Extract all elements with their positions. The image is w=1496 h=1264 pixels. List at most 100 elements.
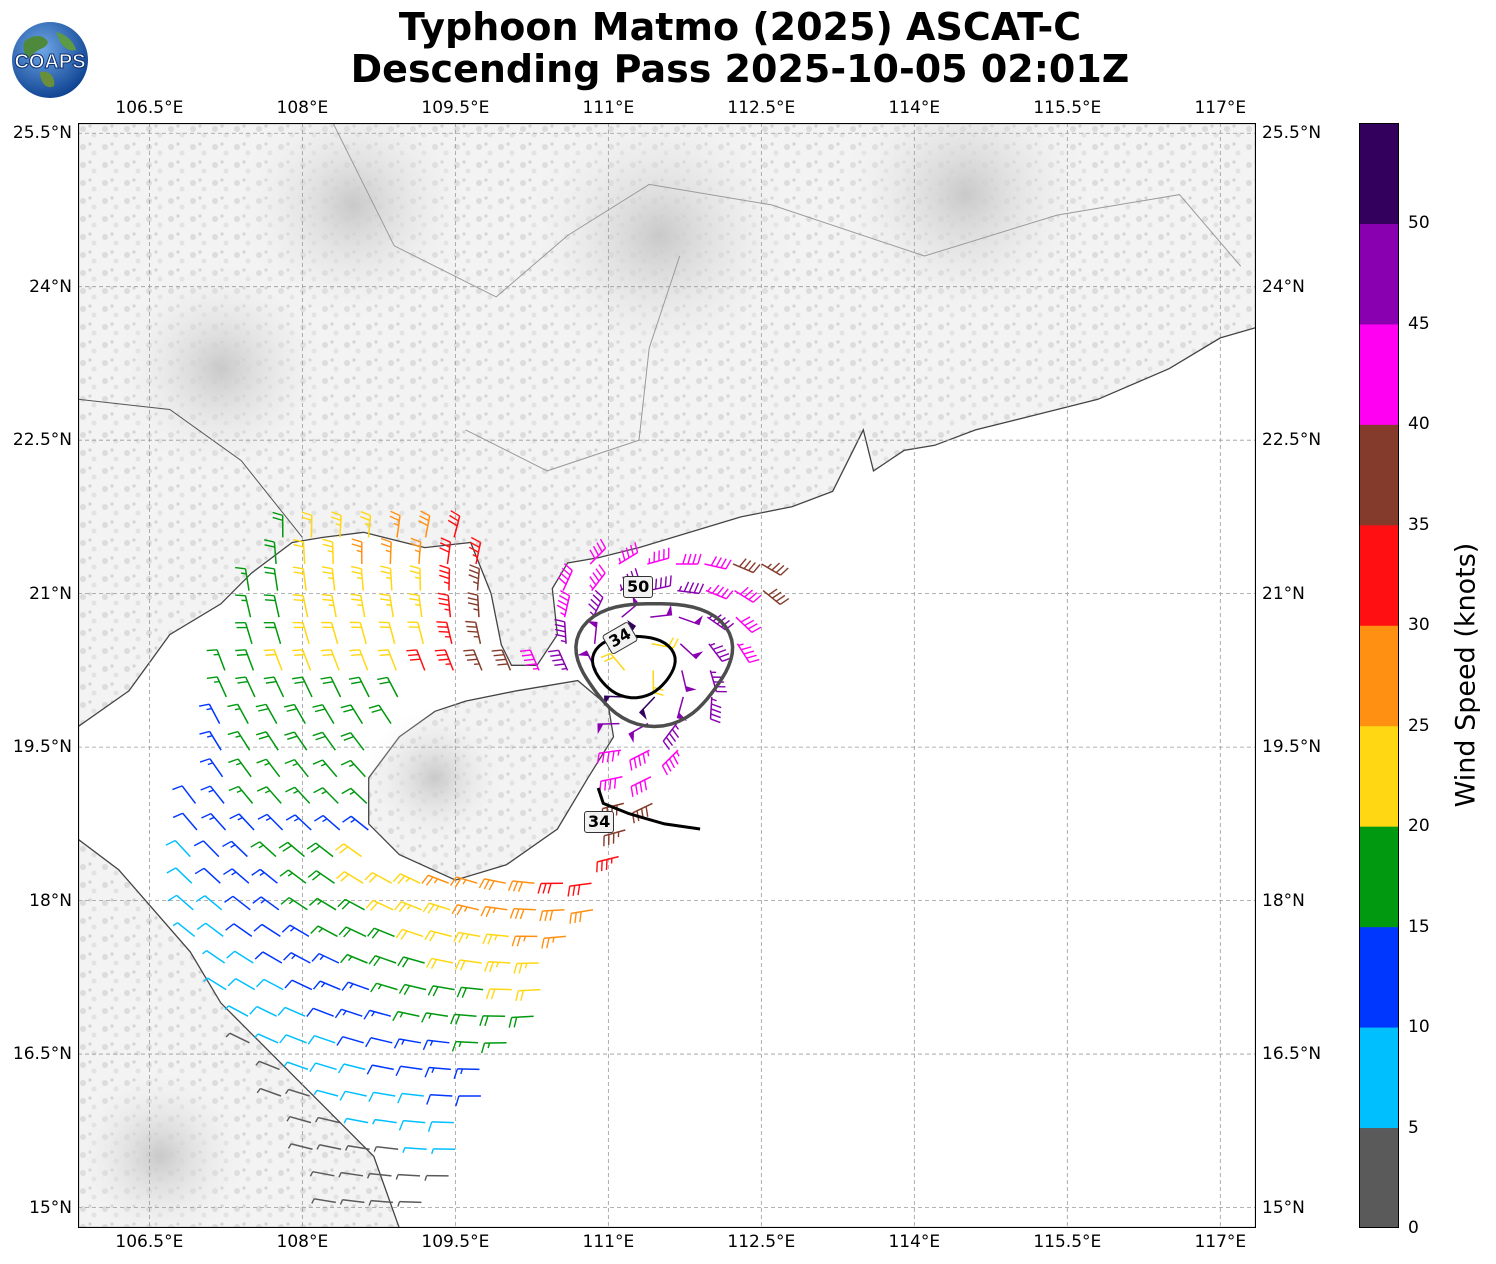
wind-barb [279,869,307,884]
barb-half-feather [414,549,421,553]
barb-staff [542,909,565,912]
barb-staff [208,731,222,751]
barb-staff [343,843,363,858]
wind-barb [165,839,191,858]
barb-staff [265,704,278,724]
barb-feather [322,653,334,657]
barb-feather [227,978,237,987]
barb-feather [519,649,531,652]
barb-feather [595,568,603,578]
wind-barb [263,594,280,618]
barb-staff [676,696,684,719]
barb-half-feather [234,707,241,711]
barb-feather [577,884,581,896]
barb-staff [511,1015,534,1019]
barb-feather [252,896,262,904]
barb-staff [348,981,370,991]
barb-feather [439,564,450,570]
wind-barb [478,878,507,891]
barb-half-feather [319,955,325,961]
barb-feather [436,653,448,657]
wind-barb [397,1200,422,1207]
barb-feather [371,929,380,939]
barb-feather [453,932,460,943]
barb-feather [630,786,634,797]
barb-half-feather [285,1089,290,1095]
barb-feather [465,620,476,623]
barb-pennant [685,685,697,692]
barb-staff [312,1007,334,1017]
barb-feather [558,594,569,602]
barb-staff [237,785,254,804]
lat-tick-left: 16.5°N [12,1044,72,1065]
barb-feather [604,780,607,791]
barb-half-feather [424,1175,428,1181]
barb-feather [455,1014,461,1025]
wind-barb [449,876,478,888]
barb-feather [370,982,378,993]
wind-barb [394,900,422,913]
wind-barb [704,556,732,570]
barb-feather [438,597,449,601]
barb-half-feather [444,608,450,611]
barb-feather [365,1037,372,1048]
lat-tick-right: 15°N [1262,1197,1305,1218]
barb-staff [216,649,226,671]
wind-barb [468,564,481,591]
barb-feather [341,787,352,795]
barb-feather [320,649,332,652]
barb-staff [341,1171,364,1177]
barb-staff [678,616,700,626]
barb-feather [429,931,436,942]
barb-staff [369,1172,392,1177]
wind-barb [761,562,789,576]
barb-feather [368,1092,375,1103]
barb-feather [572,885,576,896]
wind-barb [421,874,450,886]
wind-barb [316,1144,342,1150]
wind-barb [334,1008,363,1019]
wind-barb [284,758,309,778]
wind-barb [235,676,256,698]
barb-feather [599,538,607,549]
barb-feather [511,935,517,947]
barb-feather [225,923,235,931]
barb-feather [427,904,435,914]
barb-feather [692,553,697,565]
barb-feather [226,950,236,959]
barb-staff [397,1010,420,1017]
barb-feather [424,1067,430,1078]
barb-half-feather [314,1117,319,1123]
wind-barb [427,1121,454,1132]
barb-feather [293,598,305,602]
barb-staff [346,953,368,964]
wind-barb [368,955,397,967]
barb-feather [367,927,375,937]
wind-barb [285,814,312,831]
barb-feather [654,578,658,590]
wind-barb [599,776,623,792]
barb-staff [369,1009,392,1017]
wind-barb [228,758,252,778]
barb-feather [561,567,571,576]
wind-barb [618,542,639,565]
barb-feather [488,880,495,891]
barb-half-feather [435,905,440,911]
barb-staff [562,570,573,591]
barb-feather [410,542,421,548]
barb-feather [264,539,275,543]
barb-feather [484,961,489,972]
colorbar-tick-label: 10 [1408,1017,1430,1038]
barb-half-feather [322,818,328,823]
barb-feather [313,814,324,822]
barb-staff [630,776,652,788]
barb-staff [319,1144,342,1150]
barb-feather [206,649,218,652]
barb-staff [238,813,255,831]
barb-feather [748,562,756,572]
barb-staff [258,1060,280,1071]
barb-feather [408,593,420,597]
wind-barb [424,1174,449,1181]
barb-half-feather [235,735,241,738]
barb-staff [600,776,623,782]
